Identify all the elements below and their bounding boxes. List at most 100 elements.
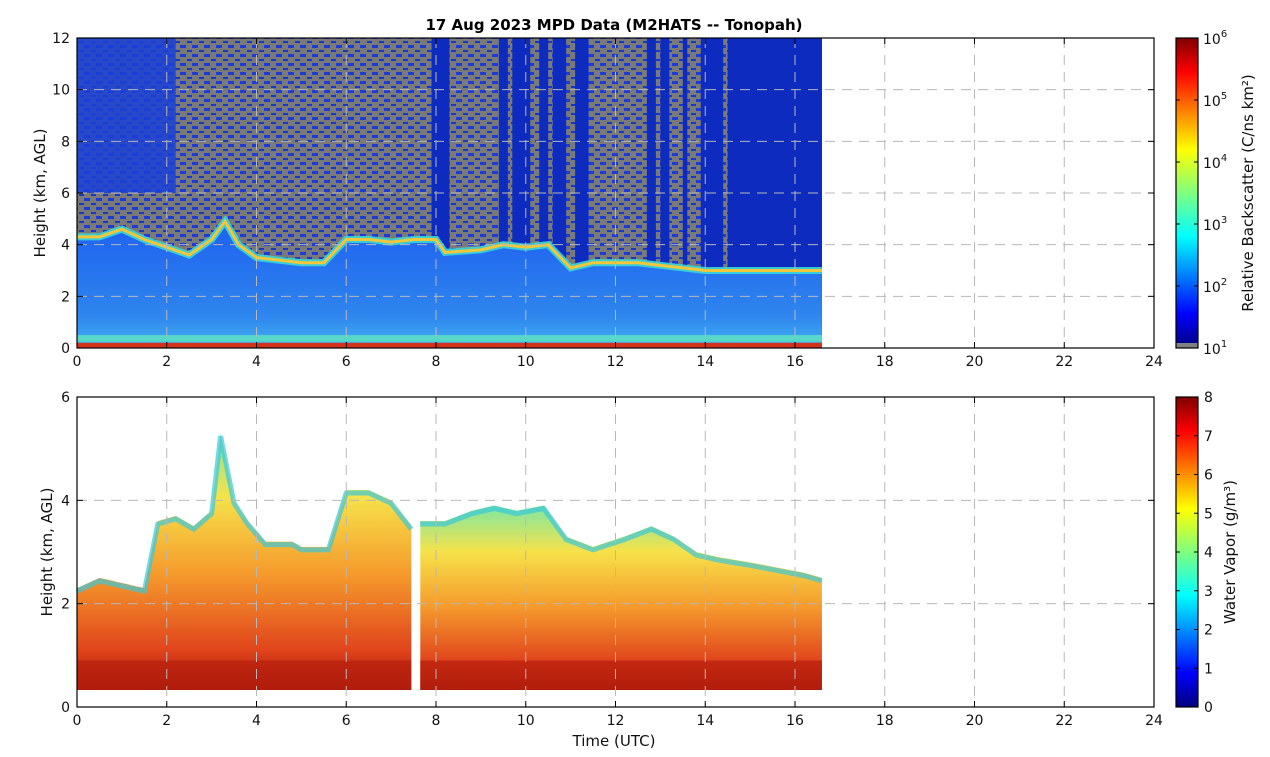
- figure-title: 17 Aug 2023 MPD Data (M2HATS -- Tonopah): [425, 16, 802, 34]
- backscatter-y-ticks: 0 2 4 6 8 10 12: [52, 31, 1154, 357]
- backscatter-clear-sky-early: [77, 38, 176, 193]
- water-vapor-colorbar-tick-label: 1: [1204, 661, 1213, 677]
- backscatter-x-tick-label: 14: [696, 354, 714, 370]
- backscatter-x-tick-label: 6: [342, 354, 351, 370]
- water-vapor-top-fringe: [420, 505, 823, 584]
- water-vapor-colorbar-ticks: 0 1 2 3 4 5 6 7 8: [1176, 390, 1213, 716]
- backscatter-y-tick-label: 12: [52, 31, 70, 47]
- colorbar-tick-base: 10: [1203, 94, 1221, 110]
- backscatter-y-tick-label: 4: [61, 238, 70, 254]
- colorbar-tick-base: 10: [1203, 32, 1221, 48]
- water-vapor-x-tick-label: 16: [786, 713, 804, 729]
- backscatter-cloud-column: [646, 38, 656, 348]
- backscatter-surface-band: [77, 335, 822, 342]
- colorbar-tick-exponent: 6: [1221, 29, 1227, 40]
- backscatter-y-tick-label: 8: [61, 134, 70, 150]
- backscatter-cloud-column: [682, 38, 688, 348]
- water-vapor-x-tick-label: 22: [1055, 713, 1073, 729]
- water-vapor-x-tick-label: 0: [73, 713, 82, 729]
- water-vapor-colorbar-fill: [1176, 397, 1198, 707]
- water-vapor-moist-surface: [420, 660, 822, 690]
- water-vapor-plot-area: [75, 433, 823, 690]
- water-vapor-colorbar-tick-label: 4: [1204, 545, 1213, 561]
- backscatter-colorbar-tick-label: 104: [1203, 153, 1227, 172]
- backscatter-x-tick-label: 24: [1145, 354, 1163, 370]
- backscatter-colorbar-tick-label: 106: [1203, 29, 1227, 48]
- x-axis-label: Time (UTC): [572, 732, 656, 750]
- water-vapor-colorbar-label: Water Vapor (g/m³): [1221, 480, 1239, 624]
- water-vapor-x-tick-label: 10: [517, 713, 535, 729]
- backscatter-y-tick-label: 0: [61, 341, 70, 357]
- water-vapor-grid: [77, 397, 1154, 707]
- backscatter-colorbar-fill: [1176, 38, 1198, 348]
- backscatter-colorbar-label: Relative Backscatter (C/ns km²): [1239, 74, 1257, 312]
- water-vapor-x-ticks: 0 2 4 6 8 10 12 14 16 18 20 22 24: [73, 397, 1163, 729]
- water-vapor-y-tick-label: 6: [61, 390, 70, 406]
- backscatter-x-tick-label: 20: [966, 354, 984, 370]
- colorbar-tick-exponent: 5: [1221, 91, 1227, 102]
- backscatter-x-tick-label: 22: [1055, 354, 1073, 370]
- water-vapor-x-tick-label: 6: [342, 713, 351, 729]
- water-vapor-x-tick-label: 12: [607, 713, 625, 729]
- backscatter-x-tick-label: 0: [73, 354, 82, 370]
- colorbar-tick-exponent: 1: [1221, 339, 1227, 350]
- backscatter-x-tick-label: 10: [517, 354, 535, 370]
- water-vapor-field: [77, 433, 412, 690]
- water-vapor-y-axis-label: Height (km, AGL): [38, 488, 56, 617]
- backscatter-surface-return: [77, 342, 822, 348]
- water-vapor-colorbar-tick-label: 0: [1204, 700, 1213, 716]
- water-vapor-colorbar-tick-label: 3: [1204, 584, 1213, 600]
- backscatter-x-tick-label: 2: [162, 354, 171, 370]
- backscatter-x-tick-label: 4: [252, 354, 261, 370]
- water-vapor-colorbar-tick-label: 5: [1204, 506, 1213, 522]
- colorbar-tick-exponent: 3: [1221, 215, 1227, 226]
- water-vapor-colorbar-tick-label: 2: [1204, 623, 1213, 639]
- backscatter-x-tick-label: 16: [786, 354, 804, 370]
- backscatter-grid: [77, 38, 1154, 348]
- backscatter-x-tick-label: 18: [876, 354, 894, 370]
- water-vapor-colorbar: 0 1 2 3 4 5 6 7 8 Water Vapor (g/m³): [1175, 390, 1239, 716]
- backscatter-colorbar-tick-label: 103: [1203, 215, 1227, 234]
- colorbar-tick-base: 10: [1203, 218, 1221, 234]
- water-vapor-colorbar-tick-label: 7: [1204, 429, 1213, 445]
- water-vapor-y-tick-label: 4: [61, 493, 70, 509]
- water-vapor-y-tick-label: 2: [61, 597, 70, 613]
- colorbar-tick-base: 10: [1203, 156, 1221, 172]
- water-vapor-x-tick-label: 2: [162, 713, 171, 729]
- backscatter-layer-top-line: [77, 218, 822, 272]
- water-vapor-x-tick-label: 18: [876, 713, 894, 729]
- backscatter-x-tick-label: 8: [432, 354, 441, 370]
- backscatter-y-tick-label: 2: [61, 289, 70, 305]
- backscatter-y-tick-label: 10: [52, 83, 70, 99]
- backscatter-colorbar-undervalue: [1176, 343, 1198, 348]
- colorbar-tick-base: 10: [1203, 280, 1221, 296]
- water-vapor-x-tick-label: 14: [696, 713, 714, 729]
- backscatter-colorbar-tick-label: 105: [1203, 91, 1227, 110]
- water-vapor-colorbar-tick-label: 6: [1204, 468, 1213, 484]
- backscatter-colorbar-tick-label: 101: [1203, 339, 1227, 358]
- water-vapor-x-tick-label: 24: [1145, 713, 1163, 729]
- colorbar-tick-exponent: 2: [1221, 277, 1227, 288]
- water-vapor-colorbar-tick-label: 8: [1204, 390, 1213, 406]
- water-vapor-y-ticks: 0 2 4 6: [61, 390, 1154, 716]
- water-vapor-x-tick-label: 8: [432, 713, 441, 729]
- backscatter-boundary-layer: [77, 221, 822, 348]
- backscatter-y-tick-label: 6: [61, 186, 70, 202]
- backscatter-x-ticks: 0 2 4 6 8 10 12 14 16 18 20 22 24: [73, 38, 1163, 370]
- backscatter-y-axis-label: Height (km, AGL): [31, 129, 49, 258]
- water-vapor-y-tick-label: 0: [61, 700, 70, 716]
- water-vapor-top-fringe: [75, 435, 414, 595]
- water-vapor-moist-surface: [77, 660, 412, 690]
- colorbar-tick-exponent: 4: [1221, 153, 1227, 164]
- backscatter-x-tick-label: 12: [607, 354, 625, 370]
- backscatter-colorbar-tick-label: 102: [1203, 277, 1227, 296]
- backscatter-colorbar-frame: [1175, 37, 1199, 349]
- colorbar-tick-base: 10: [1203, 342, 1221, 358]
- water-vapor-x-tick-label: 4: [252, 713, 261, 729]
- water-vapor-x-tick-label: 20: [966, 713, 984, 729]
